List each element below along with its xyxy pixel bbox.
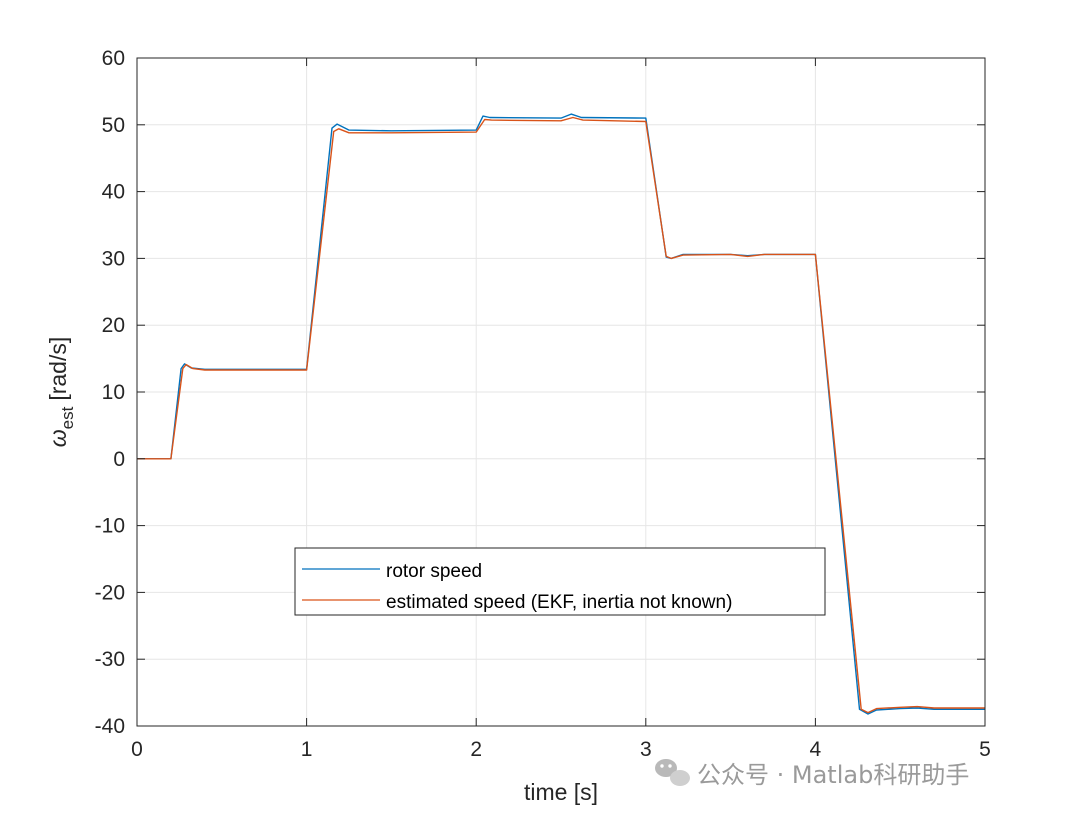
x-tick-label: 3 <box>640 738 652 761</box>
y-tick-label: 20 <box>102 314 125 337</box>
legend-label-rotor-speed: rotor speed <box>386 561 482 582</box>
y-axis-unit: [rad/s] <box>45 337 71 401</box>
y-tick-label: 40 <box>102 181 125 204</box>
y-tick-label: 0 <box>113 448 125 471</box>
watermark: 公众号 · Matlab科研助手 <box>655 759 969 789</box>
y-tick-label: -20 <box>95 581 125 604</box>
x-axis-label: time [s] <box>524 779 598 805</box>
y-tick-label: -40 <box>95 715 125 738</box>
y-tick-label: 10 <box>102 381 125 404</box>
series-line-1 <box>137 116 985 714</box>
legend: rotor speed estimated speed (EKF, inerti… <box>294 547 826 616</box>
y-tick-label: 50 <box>102 114 125 137</box>
svg-text:ωest[rad/s]: ωest [rad/s] <box>45 337 77 448</box>
legend-label-estimated-speed: estimated speed (EKF, inertia not known) <box>386 592 732 613</box>
y-tick-label: -30 <box>95 648 125 671</box>
x-tick-label: 1 <box>301 738 313 761</box>
watermark-text: 公众号 · Matlab科研助手 <box>697 761 969 789</box>
legend-box <box>294 547 826 616</box>
y-tick-label: 60 <box>102 47 125 70</box>
y-tick-label: -10 <box>95 515 125 538</box>
y-axis-symbol: ω <box>45 429 71 447</box>
x-tick-label: 4 <box>810 738 822 761</box>
x-tick-label: 5 <box>979 738 991 761</box>
series-group <box>137 113 985 715</box>
ticks <box>136 57 986 727</box>
y-tick-label: 30 <box>102 247 125 270</box>
tick-labels: 0 1 2 3 4 5 60 50 40 30 20 10 0 -10 -20 -30 -40 <box>95 47 991 761</box>
x-tick-label: 2 <box>470 738 482 761</box>
y-axis-label: ωest [rad/s] <box>45 337 77 448</box>
wechat-icon <box>655 759 690 786</box>
y-axis-subscript: est <box>58 406 77 429</box>
x-tick-label: 0 <box>131 738 143 761</box>
